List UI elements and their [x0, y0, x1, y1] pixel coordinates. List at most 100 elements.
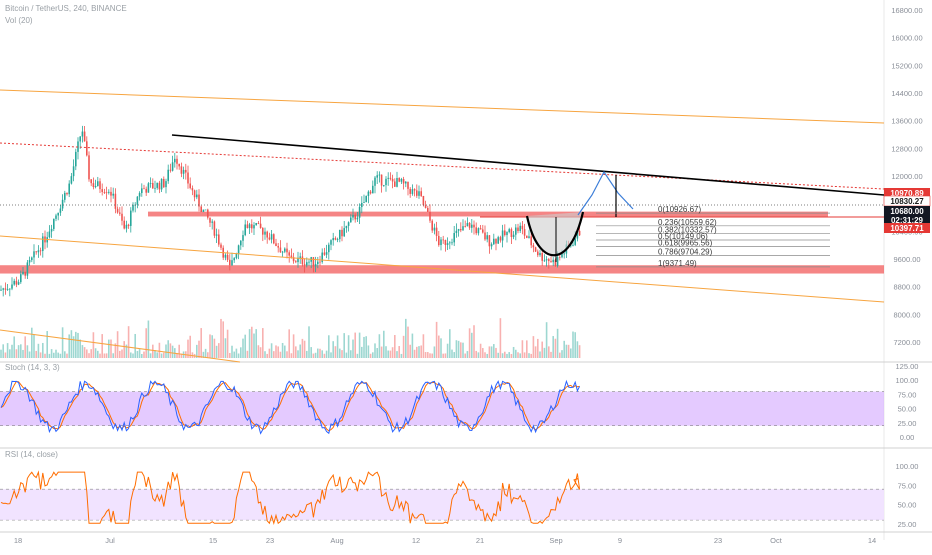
volume-bar [519, 353, 521, 358]
upper-channel-line[interactable] [0, 89, 885, 124]
time-tick-9: 23 [714, 536, 722, 545]
volume-bar [523, 352, 526, 358]
candle-body [347, 222, 350, 226]
rsi-pane[interactable]: 100.00 75.00 50.00 25.00 [0, 462, 918, 529]
volume-bar [411, 333, 414, 358]
candle-body [92, 183, 95, 188]
volume-bar [248, 329, 251, 358]
volume-bar [20, 344, 22, 358]
candle-body [367, 191, 370, 196]
fibonacci-retracement[interactable]: 0(10926.67) 0.236(10559.62)0.382(10332.57… [596, 205, 830, 268]
candle-body [389, 177, 392, 179]
candle-body [211, 221, 213, 223]
candle-body [103, 191, 106, 193]
candle-body [328, 244, 330, 253]
candle-body [0, 289, 2, 291]
volume-bar [292, 334, 295, 358]
candle-body [31, 257, 33, 261]
candle-body [471, 224, 473, 228]
candle-body [444, 240, 447, 245]
volume-bar [209, 334, 211, 358]
price-tick-11: 8000.00 [893, 310, 920, 319]
volume-bar [26, 345, 29, 358]
drawings[interactable] [0, 89, 885, 363]
volume-bar [334, 346, 337, 358]
volume-bar [147, 320, 150, 358]
rsi-band [0, 489, 884, 521]
volume-bar [464, 353, 466, 358]
candle-body [352, 214, 354, 218]
volume-bar [567, 344, 570, 358]
candle-body [545, 259, 548, 261]
stoch-pane[interactable]: 125.00 100.00 75.00 50.00 25.00 0.00 [0, 362, 918, 442]
volume-bar [53, 352, 55, 358]
candle-body [105, 192, 108, 194]
volume-bar [169, 343, 172, 358]
candle-body [510, 229, 513, 238]
stoch-d-line [0, 380, 580, 432]
candle-body [420, 191, 422, 197]
candle-body [235, 253, 238, 259]
volume-bar [266, 353, 268, 358]
volume-bar [2, 344, 4, 358]
candle-body [314, 264, 317, 267]
candle-body [372, 185, 374, 194]
candle-body [323, 252, 326, 255]
candle-body [24, 271, 26, 276]
symbol-title: Bitcoin / TetherUS, 240, BINANCE [5, 4, 127, 13]
volume-bar [501, 353, 504, 358]
candle-body [90, 179, 92, 184]
candle-body [550, 261, 552, 263]
volume-bar [259, 347, 262, 358]
candle-body [61, 199, 64, 209]
volume-bar [385, 346, 387, 358]
price-tag-0 [884, 188, 930, 198]
candle-body [242, 235, 244, 241]
volume-bar [255, 329, 257, 358]
lower-channel-line-2[interactable] [0, 329, 241, 363]
volume-bar [154, 350, 156, 358]
volume-bar [290, 353, 293, 358]
volume-bar [299, 344, 301, 358]
candle-body [281, 251, 284, 253]
volume-bar [561, 350, 563, 358]
candle-body [490, 244, 493, 247]
volume-bar [574, 332, 576, 358]
candle-body [231, 260, 233, 266]
volume-bar [356, 353, 359, 358]
volume-bar [312, 353, 315, 358]
candle-body [543, 260, 546, 262]
projection-path[interactable] [577, 170, 634, 216]
candle-body [185, 169, 187, 173]
price-axis[interactable] [884, 0, 932, 540]
cup-curve[interactable] [525, 211, 585, 257]
candle-body [125, 224, 128, 229]
time-tick-11: 14 [868, 536, 876, 545]
candle-body [187, 172, 189, 184]
volume-bar [105, 353, 108, 358]
candle-body [383, 185, 385, 186]
candle-body [253, 225, 255, 229]
volume-bar [125, 344, 128, 358]
candle-body [563, 253, 565, 255]
volume-bar [127, 326, 130, 358]
time-tick-4: Aug [330, 536, 343, 545]
volume-bar [244, 334, 246, 358]
volume-bar [559, 352, 561, 358]
dotted-resistance-line[interactable] [0, 142, 885, 190]
volume-bar [352, 339, 354, 358]
volume-bar [160, 353, 163, 358]
supply-zone[interactable] [148, 211, 828, 217]
candle-body [556, 257, 559, 266]
volume-bar [64, 351, 66, 358]
candle-body [301, 256, 304, 265]
volume-bar [66, 353, 68, 358]
volume-bar [486, 353, 488, 358]
price-tag-2 [884, 206, 930, 216]
descending-trendline[interactable] [171, 134, 885, 196]
lower-channel-line[interactable] [0, 235, 885, 303]
candle-body [35, 251, 37, 253]
candle-body [517, 227, 519, 232]
